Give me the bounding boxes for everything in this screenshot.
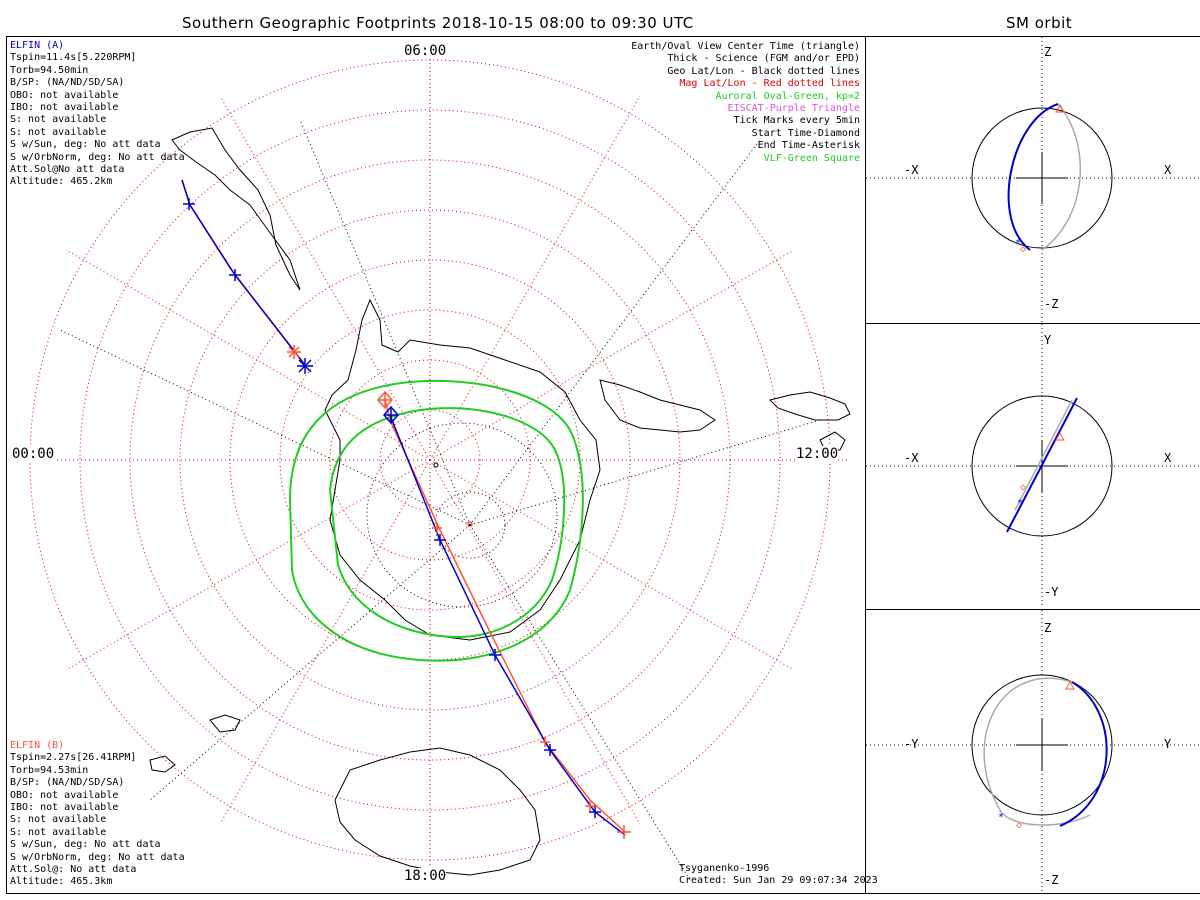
elfin-a-line: IBO: not available (10, 102, 119, 114)
map-title: Southern Geographic Footprints 2018-10-1… (182, 14, 694, 32)
elfin-b-track (181, 179, 626, 833)
orbit-yz-plot: * ◇ (866, 610, 1200, 893)
tick-marks (183, 198, 601, 818)
elfin-a-line: OBO: not available (10, 89, 119, 101)
elfin-a-line: S: not available (10, 126, 107, 138)
legend-item-geo-grid: Geo Lat/Lon - Black dotted lines (667, 65, 860, 77)
orbit-xz-label-top: Z (1044, 45, 1052, 59)
mlt-label-right: 12:00 (796, 446, 839, 462)
elfin-a-line: Altitude: 465.2km (10, 176, 113, 188)
elfin-b-line: S: not available (10, 826, 107, 838)
elfin-b-info: ELFIN (B) Tspin=2.27s[26.41RPM] Torb=94.… (10, 740, 185, 889)
legend-item-auroral-oval: Auroral Oval-Green, kp=2 (715, 90, 861, 102)
svg-text:◇: ◇ (1016, 820, 1022, 831)
svg-text:*: * (998, 812, 1004, 823)
elfin-b-line: Att.Sol@: No att data (10, 864, 137, 876)
mlt-label-top: 06:00 (404, 43, 447, 59)
orbit-xz-label-right: X (1164, 163, 1172, 177)
tick-marks-b (432, 523, 595, 811)
end-asterisk-b (287, 345, 631, 839)
geo-grid (59, 119, 821, 881)
orbit-yz-label-left: -Y (904, 737, 919, 751)
orbit-xy-label-left: -X (904, 451, 919, 465)
mlt-label-left: 00:00 (12, 446, 55, 462)
legend-item-eiscat: EISCAT-Purple Triangle (727, 103, 860, 115)
elfin-a-name: ELFIN (A) (10, 40, 65, 51)
orbit-title: SM orbit (1006, 14, 1073, 32)
orbit-xy-label-right: X (1164, 451, 1172, 465)
elfin-b-name: ELFIN (B) (10, 740, 65, 751)
elfin-a-line: S w/OrbNorm, deg: No att data (10, 151, 185, 163)
elfin-a-line: Torb=94.50min (10, 64, 89, 76)
auroral-oval (288, 379, 584, 662)
elfin-b-line: B/SP: (NA/ND/SD/SA) (10, 777, 125, 789)
mlt-label-bottom: 18:00 (404, 868, 447, 884)
mag-pole-marker (467, 521, 473, 527)
elfin-b-line: OBO: not available (10, 789, 119, 801)
model-credit: Tsyganenko-1996 (679, 863, 770, 874)
elfin-b-line: Tspin=2.27s[26.41RPM] (10, 752, 137, 764)
legend-item-tick-marks: Tick Marks every 5min (733, 115, 860, 127)
orbit-xy-label-bottom: -Y (1044, 585, 1059, 599)
elfin-b-line: IBO: not available (10, 802, 119, 814)
legend-item-end: End Time-Asterisk (757, 140, 860, 152)
legend-item-start: Start Time-Diamond (751, 127, 860, 139)
elfin-b-line: S w/Sun, deg: No att data (10, 839, 161, 851)
svg-text:*: * (1017, 498, 1023, 509)
orbit-xy-plot: * ◇ (866, 324, 1200, 608)
orbit-yz-label-bottom: -Z (1044, 873, 1059, 887)
legend-item-science: Thick - Science (FGM and/or EPD) (667, 53, 860, 65)
svg-text:*: * (1015, 238, 1021, 249)
orbit-xy-label-top: Y (1044, 333, 1052, 347)
start-diamond-b (377, 390, 393, 410)
elfin-a-line: S: not available (10, 114, 107, 126)
elfin-a-line: S w/Sun, deg: No att data (10, 139, 161, 151)
coastlines (149, 127, 851, 876)
credits: Tsyganenko-1996 Created: Sun Jan 29 09:0… (679, 863, 878, 888)
orbit-yz-label-top: Z (1044, 621, 1052, 635)
map-legend: Earth/Oval View Center Time (triangle) T… (631, 41, 860, 165)
svg-text:◇: ◇ (1020, 482, 1026, 493)
elfin-a-info: ELFIN (A) Tspin=11.4s[5.220RPM] Torb=94.… (10, 40, 185, 189)
orbit-panel-yz (865, 609, 1200, 894)
elfin-b-line: Altitude: 465.3km (10, 876, 113, 888)
legend-item-mag-grid: Mag Lat/Lon - Red dotted lines (679, 78, 860, 90)
elfin-a-line: B/SP: (NA/ND/SD/SA) (10, 77, 125, 89)
orbit-yz-label-right: Y (1164, 737, 1172, 751)
elfin-a-track (181, 179, 626, 836)
created-stamp: Created: Sun Jan 29 09:07:34 2023 (679, 875, 878, 887)
elfin-b-line: S w/OrbNorm, deg: No att data (10, 851, 185, 863)
orbit-xz-label-left: -X (904, 163, 919, 177)
orbit-xz-plot: * ◇ (866, 37, 1200, 322)
elfin-a-line: Tspin=11.4s[5.220RPM] (10, 52, 137, 64)
legend-item-vlf: VLF-Green Square (763, 152, 860, 164)
start-diamond-a (383, 405, 399, 425)
legend-item-view-center: Earth/Oval View Center Time (triangle) (631, 41, 860, 52)
geo-pole-marker (433, 462, 439, 468)
elfin-b-line: Torb=94.53min (10, 764, 89, 776)
elfin-a-line: Att.Sol@No att data (10, 164, 125, 176)
end-asterisk-a (297, 358, 313, 374)
elfin-b-line: S: not available (10, 814, 107, 826)
svg-text:◇: ◇ (1020, 244, 1026, 255)
orbit-xz-label-bottom: -Z (1044, 297, 1059, 311)
